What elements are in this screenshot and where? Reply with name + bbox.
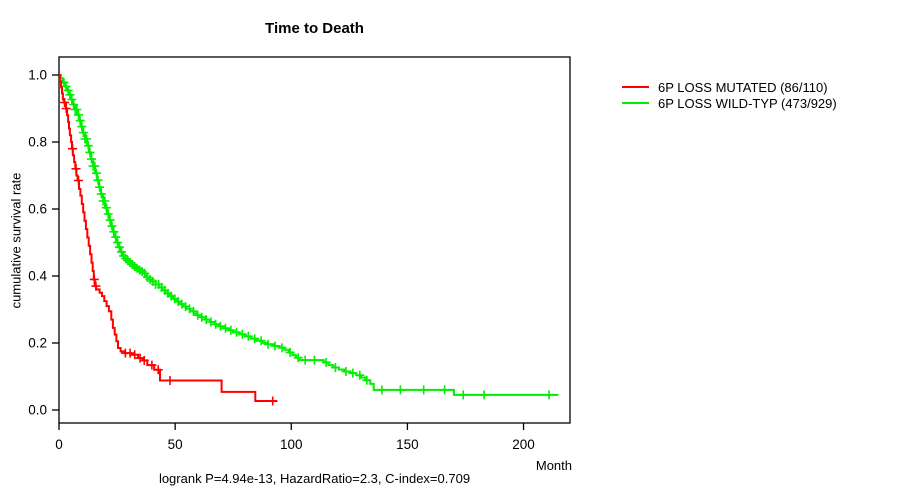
chart-title: Time to Death — [265, 20, 364, 37]
censor-marks-mutated — [60, 98, 278, 406]
legend-label-wildtype: 6P LOSS WILD-TYP (473/929) — [658, 95, 837, 111]
y-tick-label: 0.8 — [28, 135, 47, 150]
red-line-swatch-icon — [622, 86, 649, 88]
legend-entry-wildtype: 6P LOSS WILD-TYP (473/929) — [622, 95, 837, 111]
y-tick-label: 0.6 — [28, 202, 47, 217]
legend-entry-mutated: 6P LOSS MUTATED (86/110) — [622, 79, 837, 95]
x-tick-label: 100 — [280, 437, 303, 452]
y-tick-label: 0.0 — [28, 403, 47, 418]
stats-caption: logrank P=4.94e-13, HazardRatio=2.3, C-i… — [158, 471, 471, 486]
x-tick-label: 200 — [512, 437, 535, 452]
y-tick-label: 1.0 — [28, 68, 47, 83]
x-tick-label: 150 — [396, 437, 419, 452]
censor-marks-wildtype — [59, 77, 554, 400]
plot-frame — [58, 56, 571, 424]
x-tick-label: 0 — [55, 437, 63, 452]
legend-label-mutated: 6P LOSS MUTATED (86/110) — [658, 79, 828, 95]
legend: 6P LOSS MUTATED (86/110) 6P LOSS WILD-TY… — [622, 79, 837, 111]
survival-curve-wildtype — [59, 74, 559, 396]
green-line-swatch-icon — [622, 102, 649, 104]
x-tick-label: 50 — [168, 437, 183, 452]
x-axis-title: Month — [535, 458, 572, 473]
y-tick-label: 0.4 — [28, 269, 47, 284]
survival-curve-mutated — [58, 74, 278, 402]
y-tick-label: 0.2 — [28, 336, 47, 351]
